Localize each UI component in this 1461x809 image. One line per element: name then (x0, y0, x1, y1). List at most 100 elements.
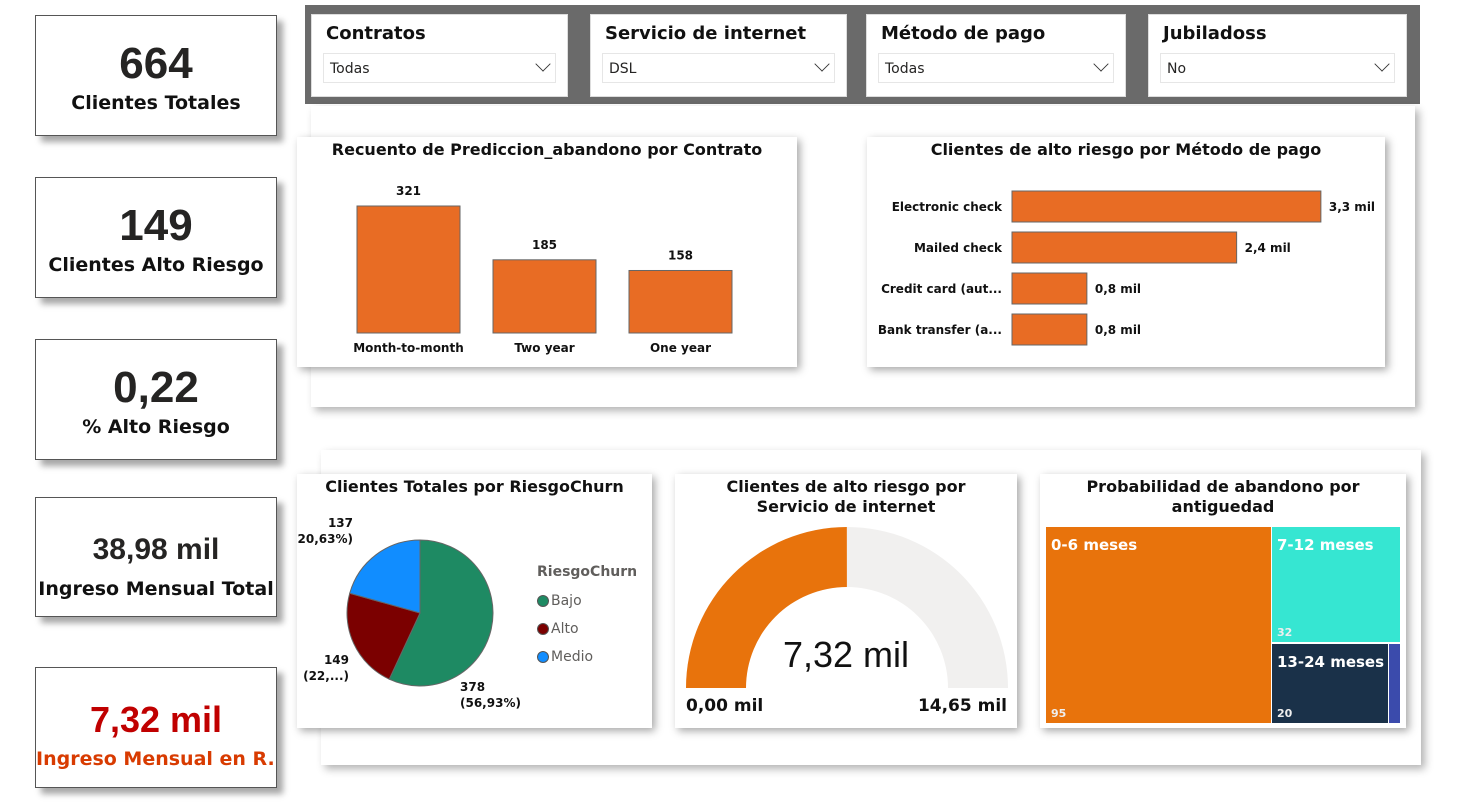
hbar-chart-svg: Electronic check 3,3 mil Mailed check 2,4 m… (878, 190, 1375, 346)
chevron-down-icon[interactable] (535, 56, 551, 72)
slicer-title: Contratos (326, 23, 426, 44)
slicer-title: Jubiladoss (1163, 23, 1267, 44)
chart-title: Clientes de alto riesgo por (726, 477, 966, 496)
gauge-value: 7,32 mil (782, 634, 910, 675)
kpi-value: 7,32 mil (89, 699, 223, 740)
bar-data-label: 0,8 mil (1095, 323, 1141, 337)
tenure-treemap: Probabilidad de abandono por antiguedad … (1040, 474, 1406, 728)
slicer-contratos[interactable]: Contratos Todas (311, 14, 568, 97)
tile-value: 20 (1277, 707, 1293, 720)
slicer-value: Todas (885, 61, 925, 77)
slice-value-label: 378 (460, 680, 485, 694)
bar (1011, 190, 1322, 223)
tile-label: 13-24 meses (1277, 653, 1385, 671)
kpi-value: 664 (119, 39, 193, 88)
chart-title: Probabilidad de abandono por (1086, 477, 1360, 496)
treemap-tile[interactable]: 13-24 meses 20 (1272, 644, 1388, 723)
slicer-title: Servicio de internet (605, 23, 807, 44)
bar-chart-svg: 321 Month-to-month 185 Two year 158 One year (353, 184, 733, 355)
treemap-tile[interactable] (1389, 644, 1400, 723)
internet-service-gauge: Clientes de alto riesgo por Servicio de … (675, 474, 1017, 728)
legend-label: Alto (551, 621, 579, 637)
slice-pct-label: (56,93%) (460, 696, 521, 710)
kpi-label: Ingreso Mensual Total (38, 578, 274, 600)
bar (628, 269, 733, 334)
contract-bar-chart: Recuento de Prediccion_abandono por Cont… (297, 137, 797, 367)
slice-pct-label: (22,...) (303, 669, 349, 683)
kpi-card-ingreso-mensual-total: 38,98 mil Ingreso Mensual Total (35, 497, 277, 617)
category-label: Mailed check (914, 241, 1003, 255)
slicer-title: Método de pago (881, 23, 1046, 44)
slicer-value: No (1167, 61, 1187, 77)
kpi-card-ingreso-mensual-riesgo: 7,32 mil Ingreso Mensual en R... (35, 667, 277, 788)
slice-pct-label: (20,63%) (297, 532, 353, 546)
slicer-dropdown[interactable]: Todas (323, 53, 556, 83)
slicer-jubilados[interactable]: Jubiladoss No (1148, 14, 1407, 97)
slicer-dropdown[interactable]: DSL (602, 53, 835, 83)
gauge-fill (686, 527, 847, 688)
slicer-dropdown[interactable]: No (1160, 53, 1395, 83)
chevron-down-icon[interactable] (1093, 56, 1109, 72)
kpi-label: Clientes Totales (71, 92, 241, 114)
tile-value: 32 (1277, 626, 1293, 639)
legend-item[interactable]: Alto (537, 615, 593, 643)
legend-item[interactable]: Bajo (537, 587, 593, 615)
kpi-label: Ingreso Mensual en R... (36, 748, 276, 770)
chevron-down-icon[interactable] (814, 56, 830, 72)
slicer-value: DSL (609, 61, 637, 77)
bar-data-label: 185 (532, 238, 557, 252)
riesgo-pie-chart: Clientes Totales por RiesgoChurn 378 (56,… (297, 474, 652, 728)
pie-slice-alto (346, 592, 421, 680)
treemap-tile[interactable]: 0-6 meses 95 (1046, 527, 1271, 723)
treemap-tile[interactable]: 7-12 meses 32 (1272, 527, 1400, 642)
pie-legend: Bajo Alto Medio (537, 587, 593, 671)
gauge-svg (686, 527, 1008, 688)
slice-value-label: 149 (324, 653, 349, 667)
legend-marker (537, 595, 549, 607)
bar (1011, 313, 1088, 346)
tile-value: 95 (1051, 707, 1067, 720)
bar (492, 259, 597, 334)
bar-data-label: 158 (668, 248, 693, 262)
payment-method-bar-chart: Clientes de alto riesgo por Método de pa… (867, 137, 1385, 367)
gauge-max-label: 14,65 mil (917, 696, 1007, 716)
kpi-card-clientes-alto-riesgo: 149 Clientes Alto Riesgo (35, 177, 277, 298)
slicer-dropdown[interactable]: Todas (878, 53, 1114, 83)
slicer-value: Todas (330, 61, 370, 77)
chevron-down-icon[interactable] (1374, 56, 1390, 72)
bar-data-label: 0,8 mil (1095, 282, 1141, 296)
bar-data-label: 321 (396, 184, 421, 198)
tile-label: 7-12 meses (1277, 536, 1374, 554)
category-label: Two year (514, 341, 574, 355)
treemap-area: 0-6 meses 95 7-12 meses 32 13-24 meses 20 (1046, 527, 1400, 723)
pie-slice-bajo (388, 539, 494, 687)
pie-slice-medio (349, 539, 421, 614)
kpi-card-pct-alto-riesgo: 0,22 % Alto Riesgo (35, 339, 277, 460)
chart-title: Recuento de Prediccion_abandono por Cont… (331, 140, 763, 159)
chart-title: Clientes Totales por RiesgoChurn (325, 477, 624, 496)
category-label: Credit card (aut... (881, 282, 1002, 296)
kpi-value: 38,98 mil (92, 533, 220, 566)
bar (1011, 231, 1238, 264)
legend-item[interactable]: Medio (537, 643, 593, 671)
bar-data-label: 3,3 mil (1329, 200, 1375, 214)
slicer-metodo-pago[interactable]: Método de pago Todas (866, 14, 1126, 97)
bar (1011, 272, 1088, 305)
category-label: Month-to-month (353, 341, 464, 355)
kpi-value: 0,22 (113, 363, 199, 412)
legend-label: Bajo (551, 593, 582, 609)
kpi-value: 149 (119, 201, 193, 250)
legend-marker (537, 651, 549, 663)
kpi-card-clientes-totales: 664 Clientes Totales (35, 15, 277, 136)
legend-label: Medio (551, 649, 594, 665)
gauge-min-label: 0,00 mil (686, 696, 764, 716)
pie-chart-svg: 378 (56,93%) 149 (22,...) 137 (20,63%) (297, 516, 521, 710)
slicer-servicio-internet[interactable]: Servicio de internet DSL (590, 14, 847, 97)
bar (356, 205, 461, 334)
category-label: Bank transfer (a... (878, 323, 1002, 337)
slice-value-label: 137 (328, 516, 353, 530)
bar-data-label: 2,4 mil (1245, 241, 1291, 255)
legend-title: RiesgoChurn (537, 564, 638, 580)
kpi-label: Clientes Alto Riesgo (48, 254, 264, 276)
chart-title-line2: Servicio de internet (756, 497, 936, 516)
